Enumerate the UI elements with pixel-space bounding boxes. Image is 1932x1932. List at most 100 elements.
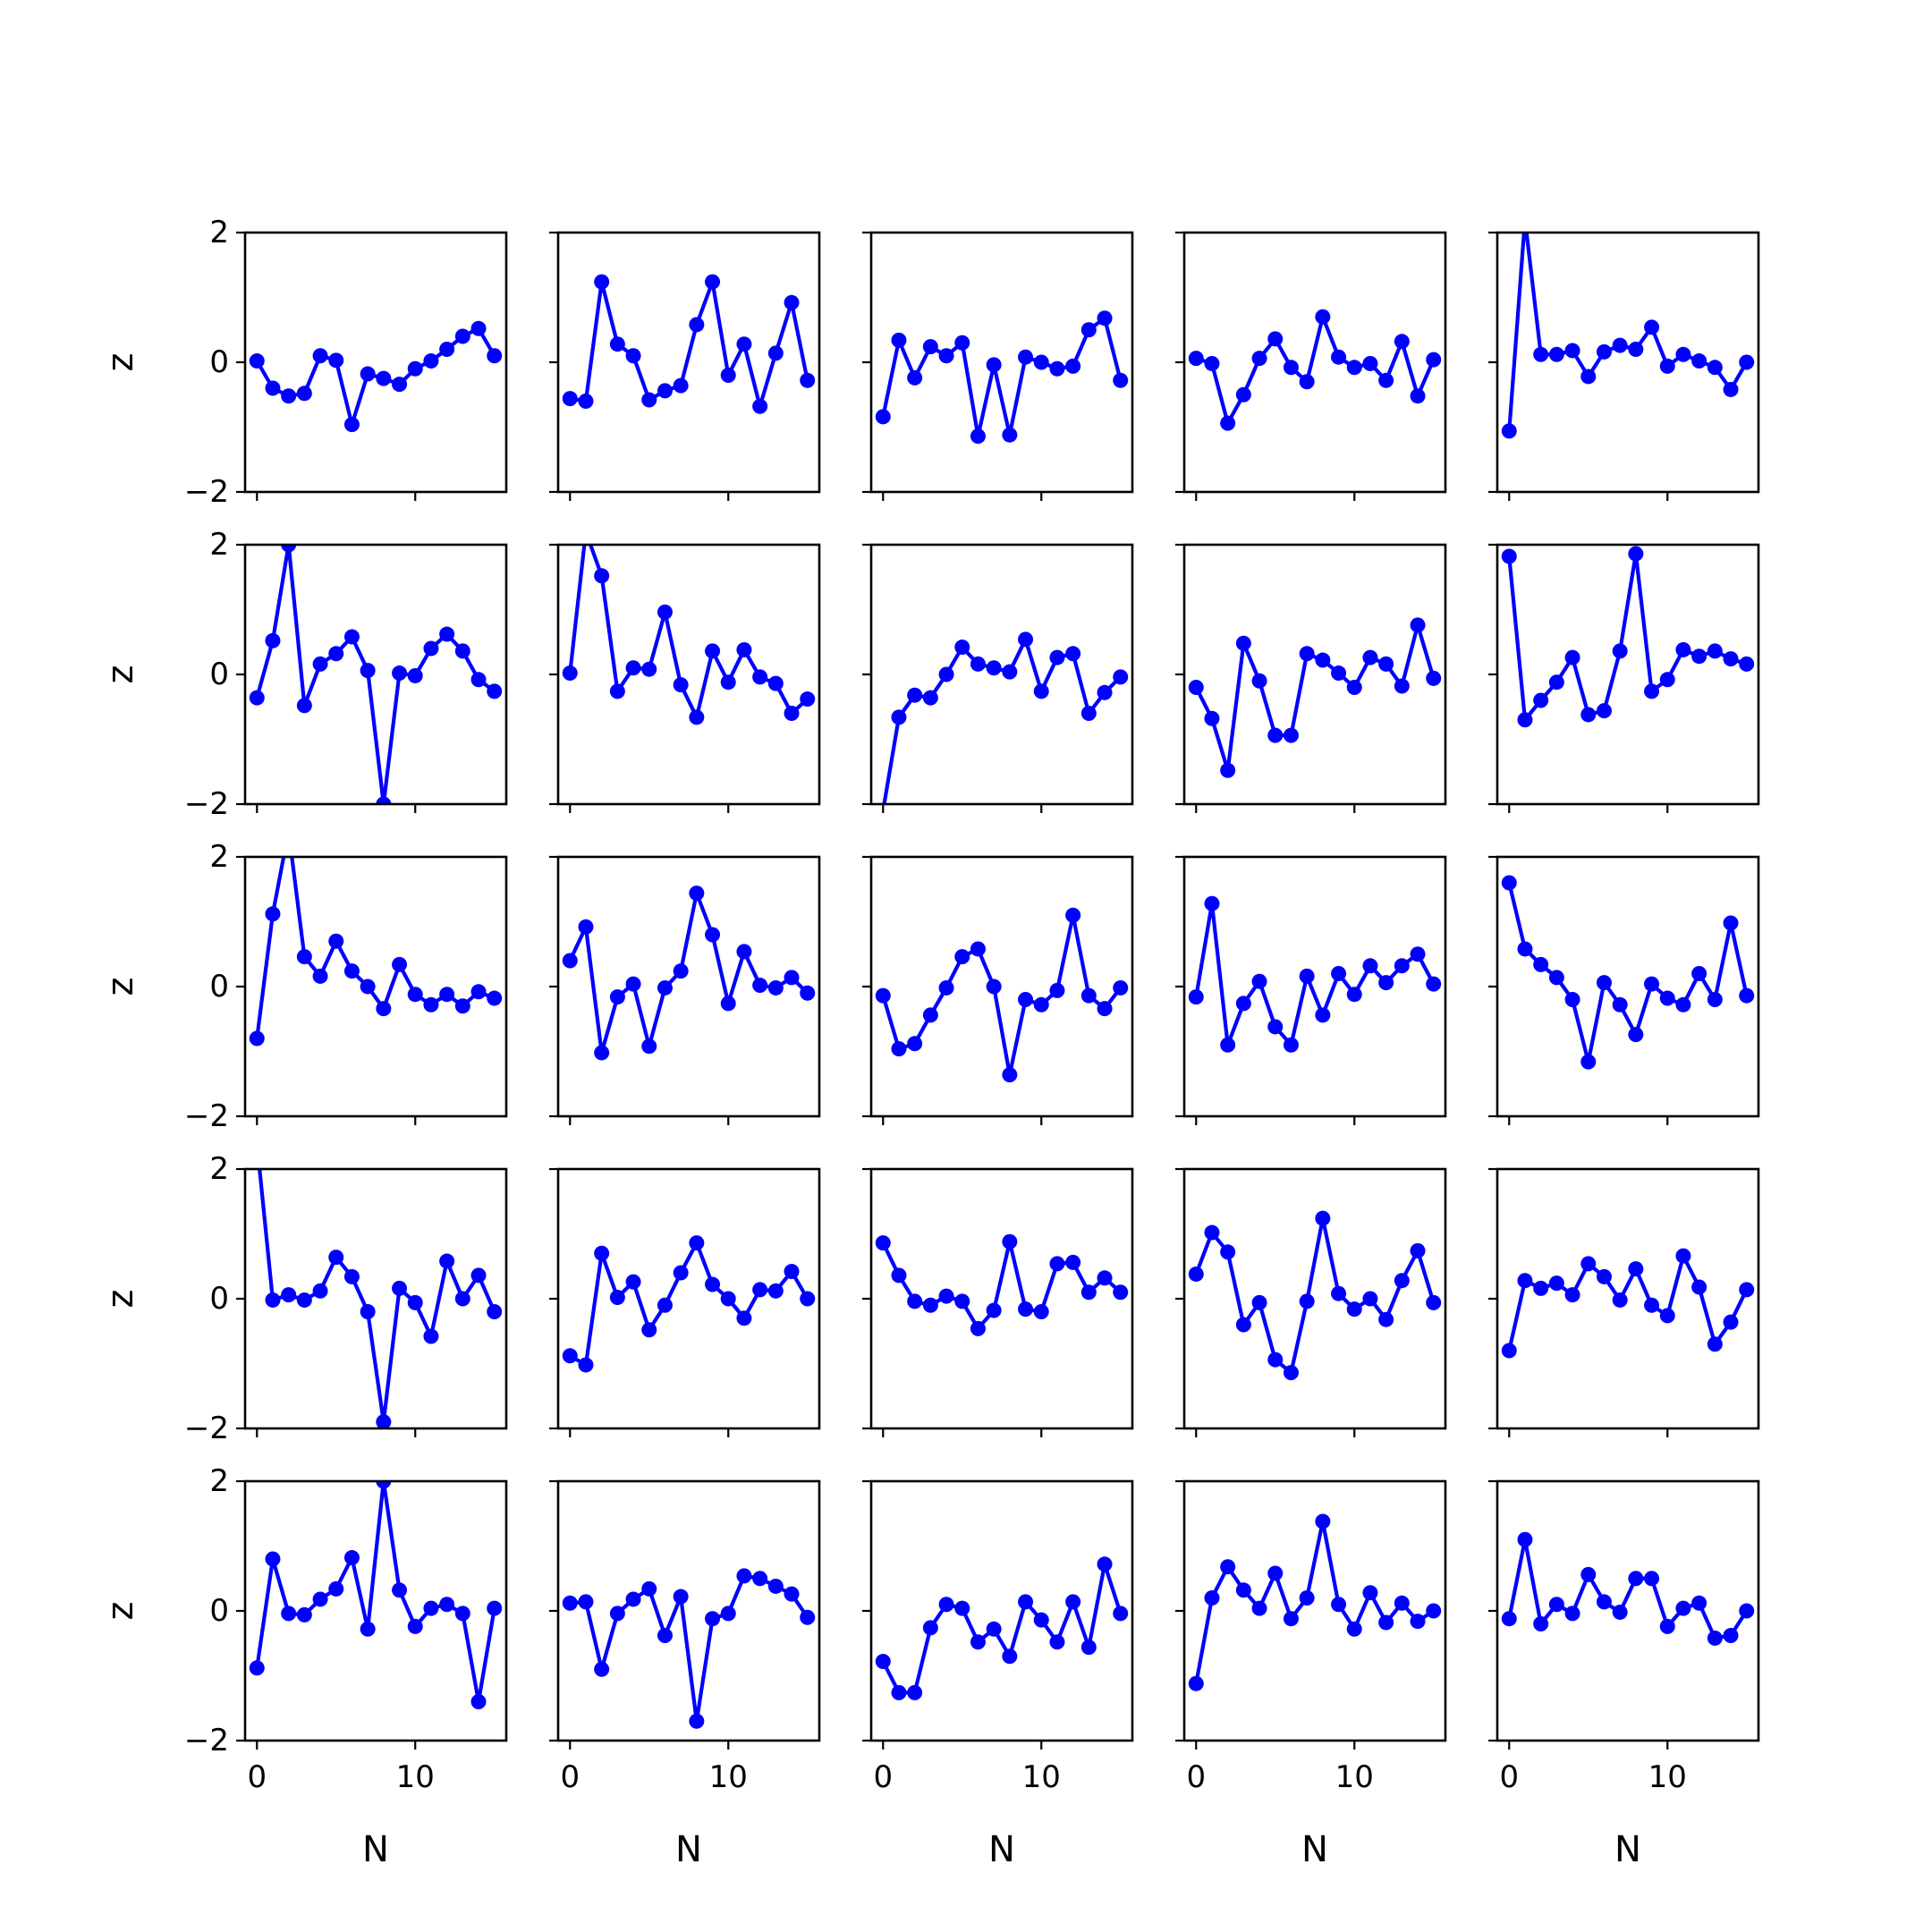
data-point [392,956,408,972]
y-axis-label: z [100,353,141,372]
data-point [922,1620,938,1636]
data-point [641,1580,657,1597]
data-point [1331,1285,1347,1301]
data-point [407,987,423,1003]
data-point [281,545,297,553]
series-layer [1188,895,1442,1053]
data-point [1315,652,1331,668]
series-layer [562,545,816,725]
subplot-1-2 [549,231,821,501]
data-point [1564,343,1580,359]
y-tick-label: −2 [184,474,229,510]
series-layer [1188,1210,1442,1381]
data-point [922,1007,938,1023]
data-point [265,632,281,648]
series-layer [875,1556,1129,1700]
data-point [1113,1606,1129,1622]
series-line [568,891,809,1055]
data-point [1065,358,1081,374]
data-point [1080,322,1097,338]
data-point [1362,958,1378,974]
data-point [1501,548,1517,564]
data-point [343,963,360,979]
data-point [594,1045,610,1061]
data-point [1394,958,1410,974]
data-point [1080,987,1097,1004]
data-point [1739,1282,1755,1298]
subplot-3-4 [1175,855,1447,1125]
data-point [1644,683,1660,699]
data-point [1426,352,1442,368]
data-point [1220,415,1236,431]
data-point [454,998,470,1014]
data-point [296,949,312,965]
data-point [1739,656,1755,672]
y-tick-label: 2 [209,215,229,250]
data-point [407,1618,423,1634]
data-point [1033,1304,1049,1319]
data-point [907,1036,923,1052]
data-point [1410,617,1426,633]
x-tick-label: 0 [1186,1759,1206,1795]
data-point [439,1597,455,1613]
data-point [1517,941,1533,957]
data-point [1315,1210,1331,1226]
data-point [376,1481,392,1489]
data-point [784,1586,800,1602]
data-point [1188,351,1204,367]
x-tick-label: 10 [1648,1759,1687,1795]
data-point [938,1597,954,1613]
series-layer [562,1235,816,1373]
series-line [881,1240,1123,1331]
data-point [328,1250,344,1266]
data-point [376,1001,392,1017]
data-point [1113,669,1129,685]
data-point [800,985,816,1001]
x-tick-label: 10 [396,1759,435,1795]
data-point [1394,1595,1410,1611]
data-point [1675,346,1691,362]
data-point [343,417,360,433]
series-line [255,545,496,804]
data-point [1267,727,1284,743]
data-point [970,1320,986,1336]
data-point [1331,349,1347,365]
data-point [1362,355,1378,371]
data-point [376,370,392,386]
x-axis-label: N [1614,1829,1641,1870]
y-tick-label: 2 [209,527,229,563]
data-point [720,1291,736,1307]
data-point [1378,1614,1394,1631]
data-point [1299,968,1315,984]
data-point [673,1265,689,1281]
data-point [1659,358,1675,374]
series-line [1194,1519,1435,1684]
data-point [328,1580,344,1597]
data-point [578,1357,594,1373]
data-point [1723,1314,1739,1330]
data-point [689,886,705,902]
data-point [1331,665,1347,682]
data-point [800,691,816,708]
data-point [922,339,938,355]
data-point [657,1297,673,1313]
data-point [1580,1256,1597,1272]
data-point [784,970,800,986]
data-point [1299,1293,1315,1309]
data-point [938,1288,954,1304]
data-point [1251,673,1267,689]
data-point [578,1594,594,1610]
data-point [1204,1224,1220,1241]
data-point [360,1621,376,1637]
data-point [784,294,800,310]
subplot-1-5 [1488,231,1760,501]
data-point [1394,1273,1410,1289]
y-tick-label: 2 [209,1463,229,1499]
subplot-3-1: −2 0 2 z [100,839,508,1134]
data-point [594,568,610,584]
data-point [1612,1292,1628,1308]
data-point [562,391,578,407]
data-point [454,328,470,344]
subplot-5-5: 0 10N [1488,1479,1760,1870]
data-point [625,660,641,676]
